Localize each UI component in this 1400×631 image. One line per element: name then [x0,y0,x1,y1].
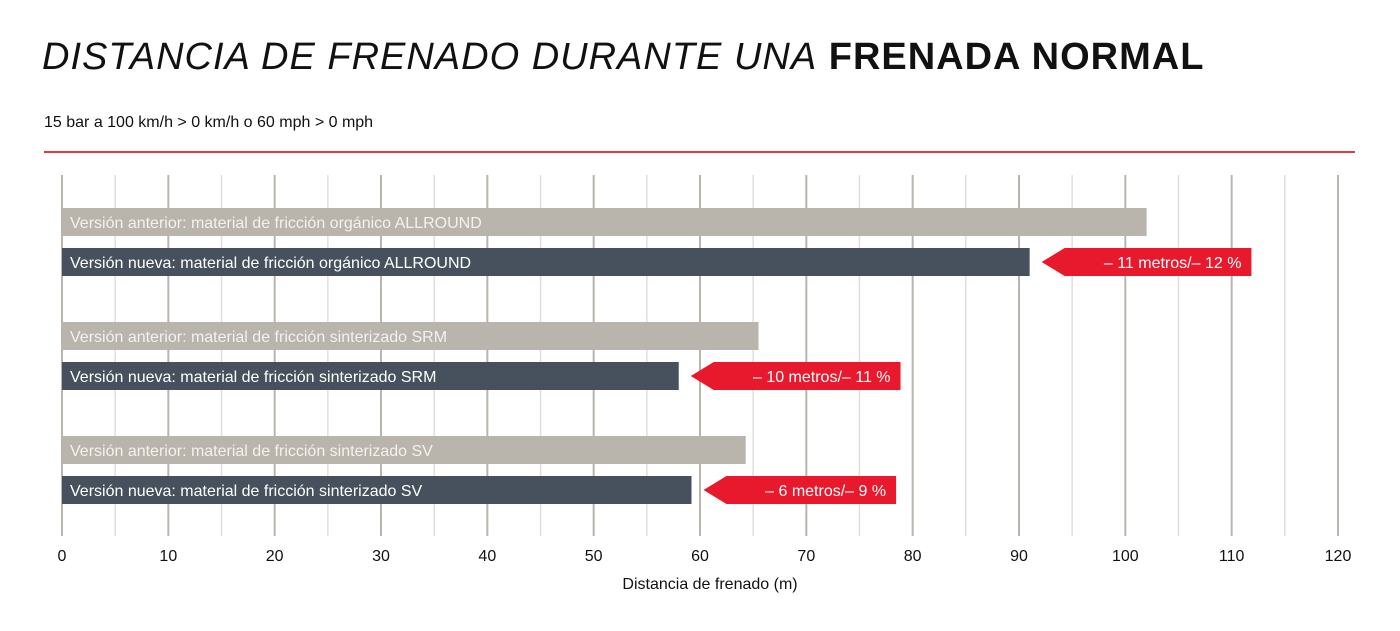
reduction-callout [1041,248,1252,276]
bar-old [62,436,746,464]
bar-label: Versión nueva: material de fricción sint… [70,369,436,386]
x-tick-label: 110 [1219,548,1245,565]
reduction-callout-text: – 6 metros/– 9 % [765,483,886,500]
bar-new [62,362,679,390]
bar-old [62,208,1147,236]
x-tick-label: 90 [1010,548,1028,565]
bar-new [62,248,1030,276]
title-bold: FRENADA NORMAL [828,36,1205,78]
x-tick-label: 20 [266,548,284,565]
x-tick-label: 70 [797,548,815,565]
x-axis-label: Distancia de frenado (m) [622,576,797,593]
title-rule [44,151,1355,153]
bar-new [62,476,692,504]
bar-label: Versión anterior: material de fricción s… [70,443,433,460]
bar-old [62,322,759,350]
x-tick-label: 80 [904,548,922,565]
x-tick-label: 40 [478,548,496,565]
reduction-callout [690,362,901,390]
title-light: DISTANCIA DE FRENADO DURANTE UNA [42,36,818,78]
chart-subtitle: 15 bar a 100 km/h > 0 km/h o 60 mph > 0 … [44,114,374,131]
x-tick-label: 100 [1112,548,1139,565]
x-tick-label: 30 [372,548,390,565]
bar-label: Versión anterior: material de fricción o… [70,215,482,232]
bar-label: Versión anterior: material de fricción s… [70,329,447,346]
bar-label: Versión nueva: material de fricción sint… [70,483,423,500]
chart-title: DISTANCIA DE FRENADO DURANTE UNA FRENADA… [42,36,1204,79]
x-tick-label: 0 [58,548,67,565]
x-tick-label: 10 [159,548,177,565]
x-tick-label: 50 [585,548,603,565]
x-tick-label: 120 [1325,548,1352,565]
reduction-callout-text: – 10 metros/– 11 % [753,369,891,386]
reduction-callout-text: – 11 metros/– 12 % [1104,255,1242,272]
x-tick-label: 60 [691,548,709,565]
reduction-callout [703,476,897,504]
bar-label: Versión nueva: material de fricción orgá… [70,255,471,272]
